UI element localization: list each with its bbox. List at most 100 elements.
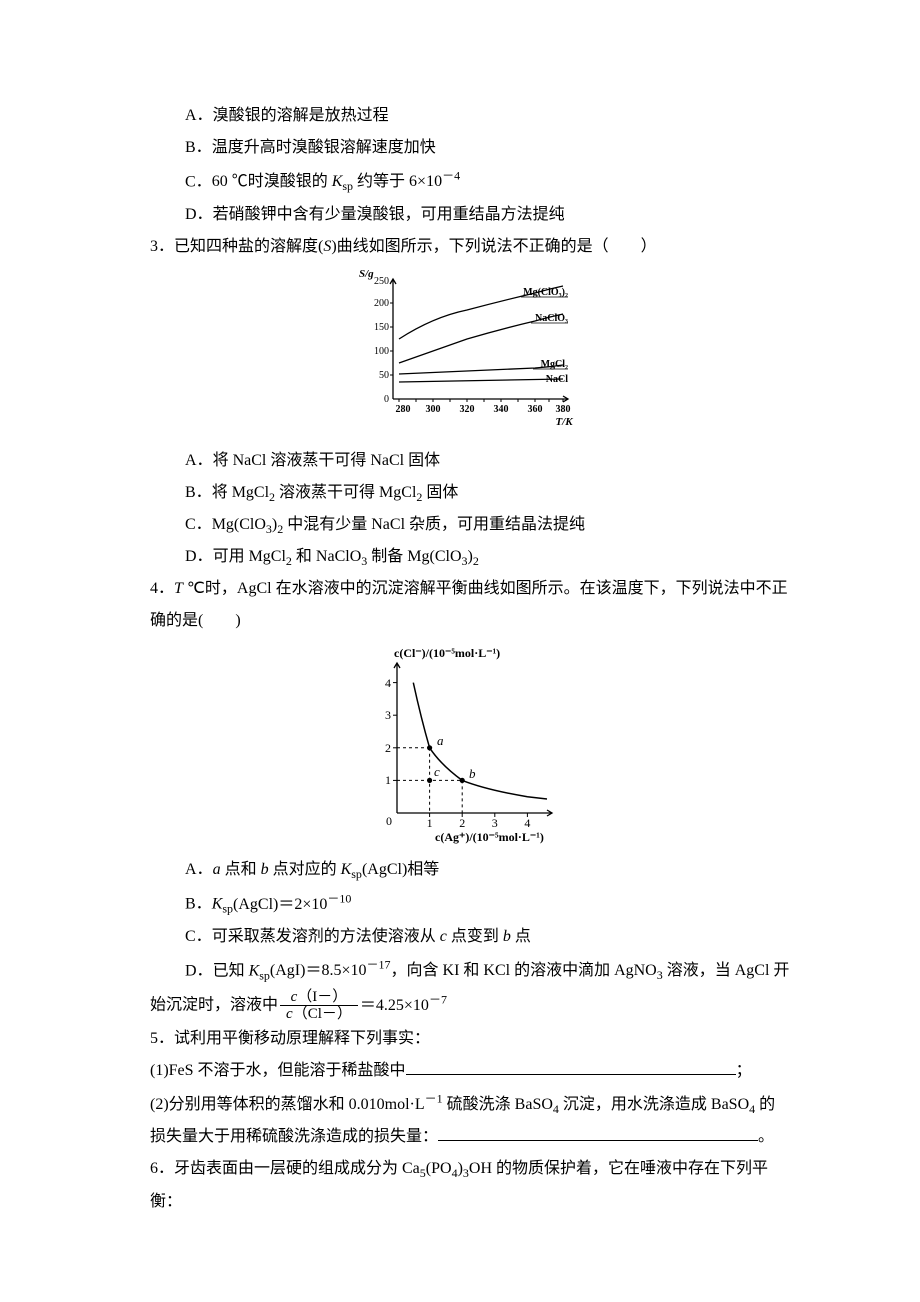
option-c-pre: C．60 ℃时溴酸银的 Ksp 约等于 6×10－4 [150,164,790,199]
page: A．溴酸银的溶解是放热过程 B．温度升高时溴酸银溶解速度加快 C．60 ℃时溴酸… [0,0,920,1298]
svg-text:S/g: S/g [359,268,374,280]
q5-p2: (2)分别用等体积的蒸馏水和 0.010mol·L－1 硫酸洗涤 BaSO4 沉… [150,1087,790,1154]
option-a-pre-text: 溴酸银的溶解是放热过程 [213,107,389,124]
svg-text:b: b [469,766,476,781]
frac-num-ion: I－ [312,989,332,1005]
q4-d-text: (AgI)＝8.5×10－17，向含 KI 和 KCl 的溶液中滴加 AgNO3… [270,962,790,979]
q3-option-a: A．将 NaCl 溶液蒸干可得 NaCl 固体 [150,445,790,477]
svg-text:c(Cl⁻)/(10⁻⁵mol·L⁻¹): c(Cl⁻)/(10⁻⁵mol·L⁻¹) [394,646,500,660]
pt-b2: b [503,928,511,945]
q3-option-c-text: Mg(ClO3)2 中混有少量 NaCl 杂质，可用重结晶法提纯 [212,516,585,533]
frac-den-ion: Cl－ [308,1006,337,1022]
svg-text:250: 250 [374,276,389,287]
q4-a-1: 点和 [225,861,257,878]
q3-option-d: D．可用 MgCl2 和 NaClO3 制备 Mg(ClO3)2 [150,541,790,573]
svg-text:200: 200 [374,298,389,309]
svg-text:320: 320 [460,404,475,415]
q5-p1-text: (1)FeS 不溶于水，但能溶于稀盐酸中 [150,1062,406,1079]
q3-solubility-chart: 0 50 100 150 200 250 S/g 280 [345,267,595,437]
q4-b-text: (AgCl)＝2×10－10 [233,896,351,913]
pt-a: a [213,861,221,878]
ksp-sub-a: sp [351,867,362,881]
frac-num-c: c [291,989,298,1005]
ksp-sym-a: K [341,861,352,878]
q5-p2-tail: 。 [758,1128,774,1145]
svg-text:MgCl₂: MgCl₂ [541,359,568,370]
q5-blank-2[interactable] [438,1124,758,1141]
q4-option-c: C．可采取蒸发溶剂的方法使溶液从 c 点变到 b 点 [150,921,790,953]
q4-chart-wrap: c(Cl⁻)/(10⁻⁵mol·L⁻¹) c(Ag⁺)/(10⁻⁵mol·L⁻¹… [150,641,790,846]
q4-tail-text: 始沉淀时，溶液中 [150,997,278,1014]
option-d-pre-text: 若硝酸钾中含有少量溴酸银，可用重结晶方法提纯 [213,206,565,223]
ksp-symbol: K [332,173,343,190]
svg-text:3: 3 [492,816,498,830]
q4-tail: 始沉淀时，溶液中 c（I－） c（Cl－） ＝4.25×10－7 [150,987,790,1023]
q3-stem: 3．已知四种盐的溶解度(S)曲线如图所示，下列说法不正确的是（ ） [150,231,790,263]
svg-text:NaCl: NaCl [546,374,568,385]
q4-stem-b: ℃时，AgCl 在水溶液中的沉淀溶解平衡曲线如图所示。在该温度下，下列说法中不正… [150,580,788,629]
q3-option-a-text: 将 NaCl 溶液蒸干可得 NaCl 固体 [213,452,441,469]
q4-stem-a: 4． [150,580,174,597]
q4-option-d: D．已知 Ksp(AgI)＝8.5×10－17，向含 KI 和 KCl 的溶液中… [150,953,790,988]
ksp-sym-d: K [249,962,260,979]
q4-d-1: 已知 [213,962,245,979]
svg-text:1: 1 [385,773,391,787]
q3-chart-wrap: 0 50 100 150 200 250 S/g 280 [150,267,790,437]
ion-ratio-fraction: c（I－） c（Cl－） [280,989,358,1023]
option-b-pre: B．温度升高时溴酸银溶解速度加快 [150,132,790,164]
svg-text:a: a [437,733,444,748]
svg-text:340: 340 [494,404,509,415]
q4-c-1: 可采取蒸发溶剂的方法使溶液从 [212,928,436,945]
option-d-pre: D．若硝酸钾中含有少量溴酸银，可用重结晶方法提纯 [150,199,790,231]
q5-p1: (1)FeS 不溶于水，但能溶于稀盐酸中 ； [150,1055,790,1087]
option-a-pre: A．溴酸银的溶解是放热过程 [150,100,790,132]
svg-text:4: 4 [385,676,391,690]
q5-stem: 5．试利用平衡移动原理解释下列事实： [150,1023,790,1055]
frac-den-c: c [286,1006,293,1022]
ksp-sub: sp [342,180,353,194]
q4-tail-value: ＝4.25×10－7 [360,997,447,1014]
q4-a-2: 点对应的 [273,861,337,878]
q4-option-a: A．a 点和 b 点对应的 Ksp(AgCl)相等 [150,854,790,886]
option-c-pre-text: 60 ℃时溴酸银的 Ksp 约等于 6×10－4 [212,173,460,190]
q4-c-2: 点变到 [451,928,499,945]
q3-option-d-text: 可用 MgCl2 和 NaClO3 制备 Mg(ClO3)2 [213,548,479,565]
q4-option-b: B．Ksp(AgCl)＝2×10－10 [150,886,790,921]
svg-text:NaClO₃: NaClO₃ [535,313,568,324]
svg-text:100: 100 [374,346,389,357]
svg-text:c(Ag⁺)/(10⁻⁵mol·L⁻¹): c(Ag⁺)/(10⁻⁵mol·L⁻¹) [435,830,544,844]
q4-stem: 4．T ℃时，AgCl 在水溶液中的沉淀溶解平衡曲线如图所示。在该温度下，下列说… [150,573,790,637]
ksp-sub-b: sp [222,902,233,916]
svg-text:Mg(ClO₃)₂: Mg(ClO₃)₂ [523,287,568,298]
q6-stem: 6．牙齿表面由一层硬的组成成分为 Ca5(PO4)3OH 的物质保护着，它在唾液… [150,1153,790,1217]
ksp-sym-b: K [212,896,223,913]
q4-T: T [174,580,183,597]
svg-text:4: 4 [524,816,530,830]
svg-text:c: c [434,764,440,779]
q4-agcl-chart: c(Cl⁻)/(10⁻⁵mol·L⁻¹) c(Ag⁺)/(10⁻⁵mol·L⁻¹… [355,641,585,846]
svg-text:150: 150 [374,322,389,333]
svg-text:0: 0 [386,814,392,828]
q3-option-c: C．Mg(ClO3)2 中混有少量 NaCl 杂质，可用重结晶法提纯 [150,509,790,541]
q3-option-b: B．将 MgCl2 溶液蒸干可得 MgCl2 固体 [150,477,790,509]
svg-text:1: 1 [427,816,433,830]
q5-p1-tail: ； [736,1062,752,1079]
svg-text:50: 50 [379,370,389,381]
svg-text:360: 360 [528,404,543,415]
svg-text:280: 280 [396,404,411,415]
option-b-pre-text: 温度升高时溴酸银溶解速度加快 [212,139,436,156]
ksp-sub-d: sp [259,968,270,982]
pt-c: c [440,928,447,945]
svg-text:300: 300 [426,404,441,415]
q4-a-3: (AgCl)相等 [362,861,439,878]
svg-text:2: 2 [385,741,391,755]
q4-c-3: 点 [515,928,531,945]
pt-b: b [261,861,269,878]
svg-text:0: 0 [384,394,389,405]
q5-blank-1[interactable] [406,1058,736,1075]
svg-text:3: 3 [385,708,391,722]
svg-text:T/K: T/K [555,416,573,428]
q3-option-b-text: 将 MgCl2 溶液蒸干可得 MgCl2 固体 [212,484,459,501]
svg-text:380: 380 [556,404,571,415]
svg-text:2: 2 [459,816,465,830]
